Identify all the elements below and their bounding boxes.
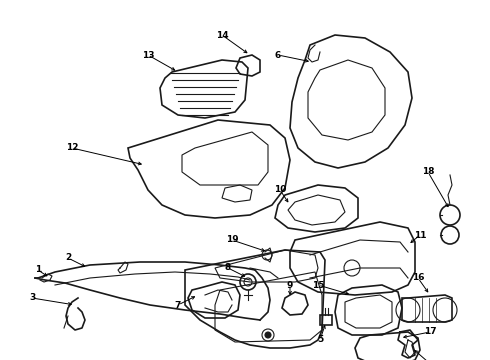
Text: 15: 15 — [312, 280, 324, 289]
Text: 10: 10 — [274, 185, 286, 194]
Text: 14: 14 — [216, 31, 228, 40]
Text: 11: 11 — [414, 230, 426, 239]
Text: 17: 17 — [424, 328, 436, 337]
Text: 19: 19 — [226, 235, 238, 244]
Text: 6: 6 — [275, 50, 281, 59]
Text: 13: 13 — [142, 50, 154, 59]
Text: 8: 8 — [225, 264, 231, 273]
Text: 5: 5 — [317, 336, 323, 345]
Text: 3: 3 — [29, 293, 35, 302]
Text: 12: 12 — [66, 144, 78, 153]
Text: 1: 1 — [35, 266, 41, 274]
Text: 16: 16 — [412, 274, 424, 283]
Text: 18: 18 — [422, 167, 434, 176]
Text: 2: 2 — [65, 253, 71, 262]
Circle shape — [265, 332, 271, 338]
Text: 7: 7 — [175, 301, 181, 310]
Text: 9: 9 — [287, 280, 293, 289]
